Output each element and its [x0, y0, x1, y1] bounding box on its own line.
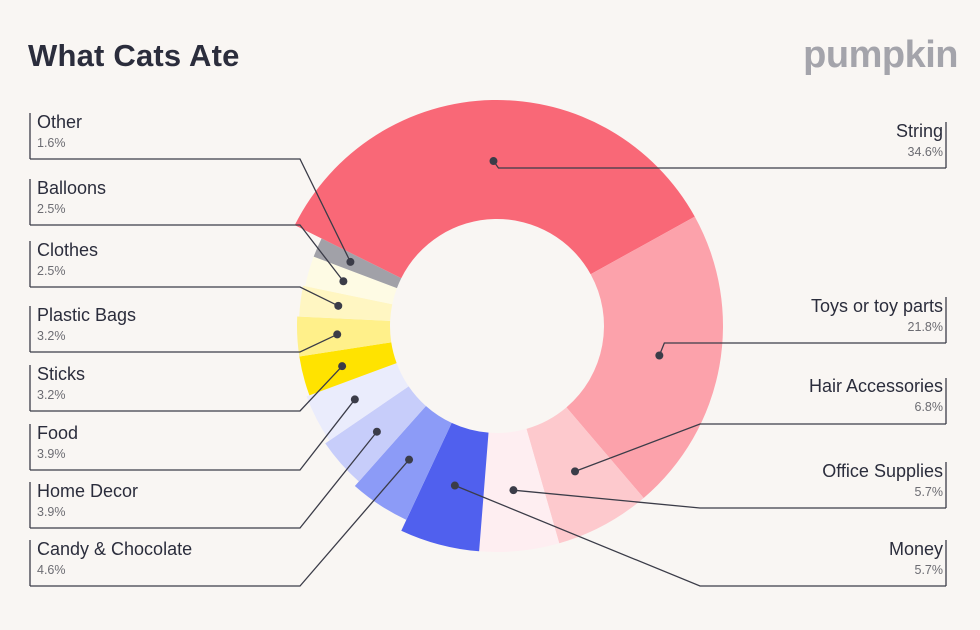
label-name: String — [895, 121, 943, 141]
label-percent: 34.6% — [907, 145, 943, 159]
chart-title: What Cats Ate — [28, 38, 240, 73]
label-name: Home Decor — [37, 481, 139, 501]
label-percent: 5.7% — [914, 485, 944, 499]
leader-line-hair-accessories — [574, 423, 946, 472]
label-name: Balloons — [37, 178, 107, 198]
legend-label-candy-and-chocolate: Candy & Chocolate 4.6% — [37, 539, 297, 578]
label-name: Office Supplies — [822, 461, 943, 481]
label-name: Food — [37, 423, 79, 443]
slice-toys-or-toy-parts — [566, 216, 723, 498]
leader-line-other — [30, 158, 351, 263]
legend-label-sticks: Sticks 3.2% — [37, 364, 297, 403]
label-percent: 2.5% — [37, 202, 66, 216]
legend-label-home-decor: Home Decor 3.9% — [37, 481, 297, 520]
legend-label-office-supplies: Office Supplies 5.7% — [683, 461, 943, 500]
label-name: Candy & Chocolate — [37, 539, 193, 559]
label-percent: 3.2% — [37, 388, 66, 402]
leader-line-food — [30, 399, 356, 471]
slice-candy-and-chocolate — [354, 405, 452, 520]
slice-other — [313, 238, 402, 289]
slice-hair-accessories — [526, 407, 644, 544]
leader-line-clothes — [30, 286, 339, 307]
label-percent: 1.6% — [37, 136, 66, 150]
label-percent: 21.8% — [907, 320, 943, 334]
legend-label-money: Money 5.7% — [683, 539, 943, 578]
legend-label-food: Food 3.9% — [37, 423, 297, 462]
label-percent: 3.9% — [37, 447, 66, 461]
label-percent: 5.7% — [914, 563, 944, 577]
slice-string — [294, 100, 695, 279]
label-name: Hair Accessories — [808, 376, 943, 396]
slice-sticks — [299, 342, 397, 396]
legend-label-plastic-bags: Plastic Bags 3.2% — [37, 305, 297, 344]
label-name: Plastic Bags — [37, 305, 137, 325]
slice-plastic-bags — [297, 316, 392, 357]
pumpkin-logo: pumpkin — [803, 34, 958, 76]
label-name: Money — [888, 539, 943, 559]
legend-label-string: String 34.6% — [683, 121, 943, 160]
leader-line-toys-or-toy-parts — [658, 342, 946, 356]
legend-label-balloons: Balloons 2.5% — [37, 178, 297, 217]
legend-label-other: Other 1.6% — [37, 112, 297, 151]
leader-line-string — [492, 160, 946, 169]
label-name: Sticks — [37, 364, 86, 384]
label-percent: 2.5% — [37, 264, 66, 278]
legend-label-hair-accessories: Hair Accessories 6.8% — [683, 376, 943, 415]
label-name: Clothes — [37, 240, 99, 260]
label-percent: 6.8% — [914, 400, 944, 414]
slice-money — [401, 422, 489, 552]
leader-line-office-supplies — [513, 489, 946, 509]
label-percent: 3.9% — [37, 505, 66, 519]
leader-line-balloons — [30, 224, 344, 282]
label-name: Toys or toy parts — [810, 296, 943, 316]
legend-label-clothes: Clothes 2.5% — [37, 240, 297, 279]
label-percent: 3.2% — [37, 329, 66, 343]
leader-line-sticks — [30, 365, 343, 412]
label-name: Other — [37, 112, 83, 132]
leader-line-candy-and-chocolate — [30, 459, 410, 587]
slice-clothes — [299, 285, 393, 321]
leader-line-plastic-bags — [30, 333, 338, 353]
label-percent: 4.6% — [37, 563, 66, 577]
leader-line-home-decor — [30, 431, 378, 529]
leader-line-money — [454, 484, 946, 587]
legend-label-toys-or-toy-parts: Toys or toy parts 21.8% — [683, 296, 943, 335]
slice-balloons — [305, 256, 397, 305]
